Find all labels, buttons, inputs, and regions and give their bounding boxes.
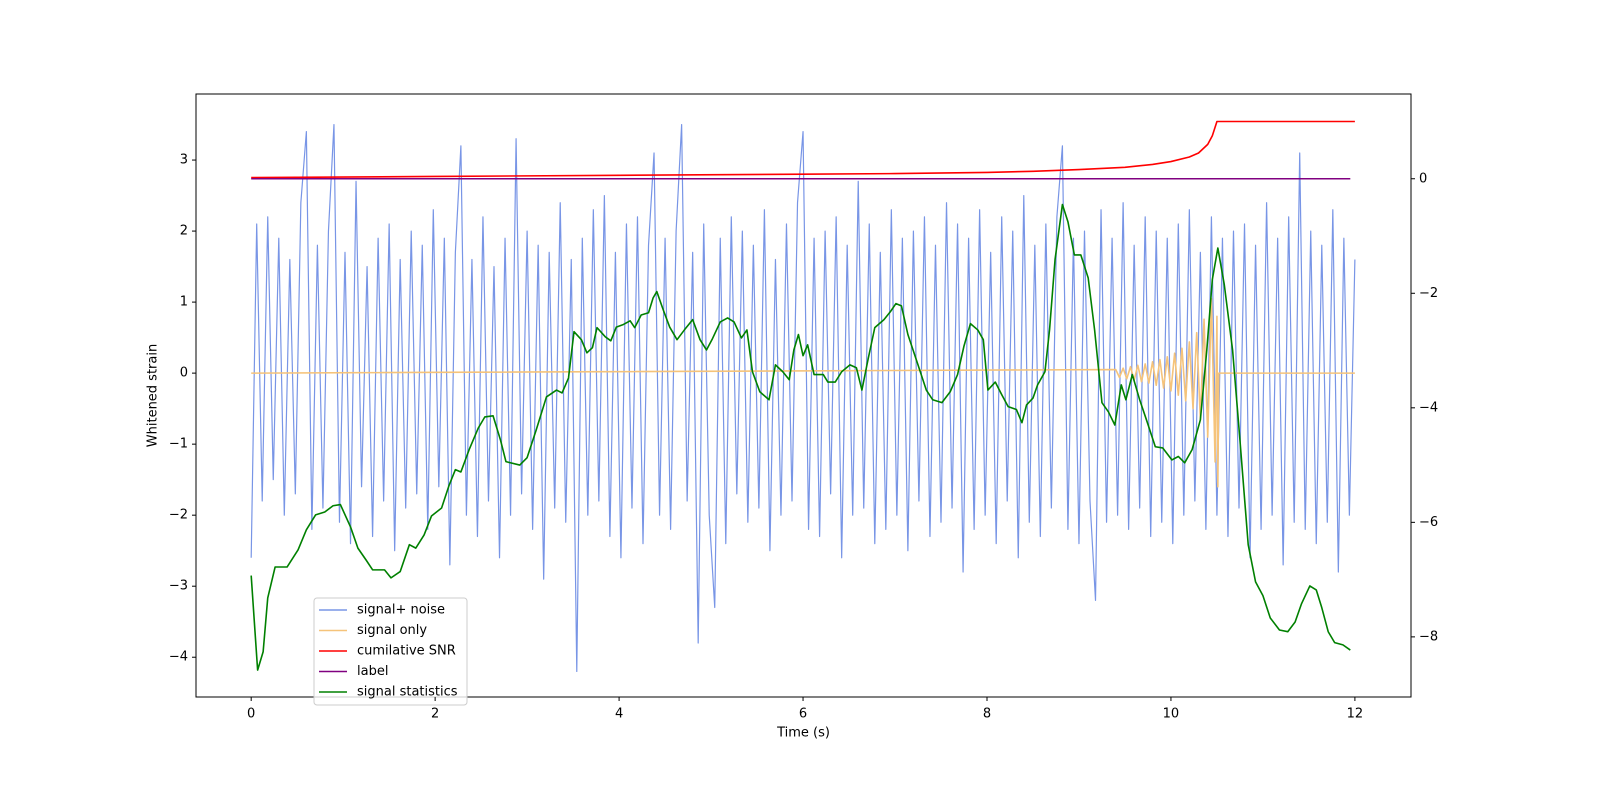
legend-box: [313, 597, 468, 706]
y2-tick-label: −2: [1419, 286, 1438, 301]
x-tick-label: 4: [615, 707, 623, 722]
y-tick-label: 3: [180, 153, 188, 168]
x-tick-label: 0: [247, 707, 255, 722]
y-tick-label: −4: [169, 650, 188, 665]
x-tick-label: 10: [1163, 707, 1180, 722]
y2-tick-label: −4: [1419, 400, 1438, 415]
series-line: [251, 120, 1355, 179]
series-line: [251, 297, 1355, 488]
y-tick-label: 1: [180, 295, 188, 310]
series-line: [250, 203, 1351, 671]
y2-tick-label: −6: [1419, 515, 1438, 530]
y-tick-label: 2: [180, 224, 188, 239]
x-tick-label: 8: [983, 707, 991, 722]
series-line: [250, 123, 1356, 673]
y-tick-label: 0: [180, 366, 188, 381]
x-tick-label: 2: [431, 707, 439, 722]
x-axis-label: Time (s): [776, 726, 830, 741]
y-axis-label: Whitened strain: [146, 344, 161, 447]
legend-label: cumilative SNR: [357, 644, 456, 659]
legend-label: signal statistics: [357, 685, 458, 700]
legend-label: label: [357, 664, 388, 679]
x-tick-label: 6: [799, 707, 807, 722]
legend: signal+ noise signal only cumilative SNR la…: [313, 597, 468, 706]
y2-tick-label: −8: [1419, 629, 1438, 644]
legend-label: signal only: [357, 623, 427, 638]
x-tick-label: 12: [1347, 707, 1364, 722]
y-tick-label: −3: [169, 579, 188, 594]
y-tick-label: −1: [169, 437, 188, 452]
y-tick-label: −2: [169, 508, 188, 523]
y2-tick-label: 0: [1419, 171, 1427, 186]
legend-label: signal+ noise: [357, 603, 445, 618]
plot-area: [250, 120, 1356, 673]
